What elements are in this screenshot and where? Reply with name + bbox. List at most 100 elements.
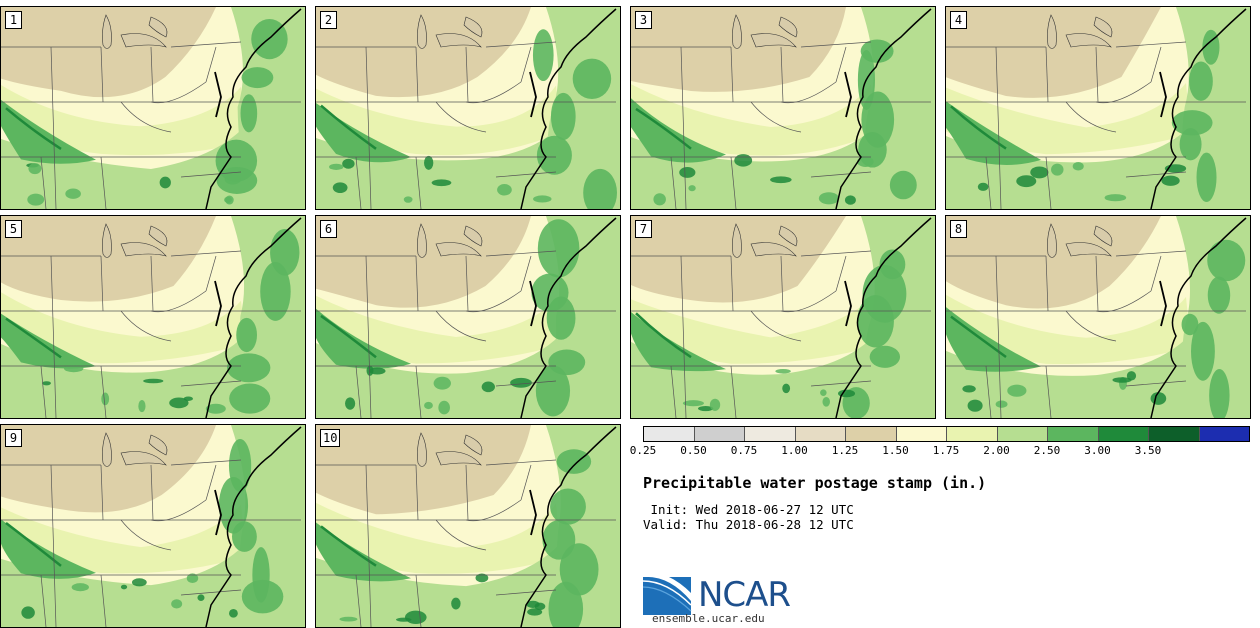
coastline bbox=[835, 8, 932, 209]
state-boundary bbox=[435, 310, 487, 342]
colorbar-swatch bbox=[896, 427, 947, 441]
lake-erie bbox=[750, 33, 797, 48]
chart-title: Precipitable water postage stamp (in.) bbox=[643, 474, 987, 492]
lake-michigan bbox=[417, 14, 427, 49]
colorbar-swatch bbox=[795, 427, 846, 441]
moderate-band bbox=[316, 502, 561, 574]
state-boundary bbox=[670, 156, 677, 209]
very-wet-streak bbox=[5, 317, 62, 359]
colorbar-swatch bbox=[1098, 427, 1149, 441]
colorbar-tick-label: 1.00 bbox=[781, 444, 808, 457]
wet-patch bbox=[510, 377, 532, 388]
wet-patch bbox=[1126, 371, 1137, 381]
state-boundary bbox=[520, 46, 532, 83]
state-boundary bbox=[780, 255, 784, 312]
state-boundary bbox=[415, 156, 422, 209]
state-boundary bbox=[465, 464, 469, 521]
wet-band bbox=[316, 308, 411, 369]
colorbar-swatch bbox=[644, 427, 695, 441]
member-number: 3 bbox=[635, 11, 652, 29]
state-boundary bbox=[150, 81, 207, 104]
state-boundary bbox=[495, 589, 557, 596]
wet-patch bbox=[583, 168, 617, 209]
very-wet-streak bbox=[5, 521, 62, 567]
state-boundary bbox=[780, 46, 784, 103]
very-wet-streak bbox=[320, 314, 377, 359]
state-boundary bbox=[100, 255, 104, 312]
wet-patch bbox=[857, 295, 894, 348]
state-boundary bbox=[1125, 171, 1187, 178]
wet-patch bbox=[236, 317, 258, 353]
wet-patch bbox=[822, 397, 830, 407]
state-boundary bbox=[730, 255, 734, 312]
wet-patch bbox=[734, 154, 753, 167]
colorbar-swatch bbox=[1199, 427, 1249, 441]
state-boundary bbox=[40, 156, 47, 209]
state-boundary bbox=[810, 171, 872, 178]
wet-patch bbox=[532, 29, 554, 82]
state-boundary bbox=[50, 46, 57, 209]
wet-patch bbox=[342, 158, 355, 169]
lake-michigan bbox=[417, 432, 427, 467]
wet-band bbox=[631, 311, 726, 372]
colorbar-tick-label: 0.75 bbox=[730, 444, 758, 457]
state-boundary bbox=[100, 46, 104, 103]
colorbar-tick-label: 0.25 bbox=[629, 444, 657, 457]
wet-patch bbox=[475, 573, 489, 583]
precip-water-map bbox=[1, 7, 305, 209]
wet-patch bbox=[1181, 313, 1199, 336]
chesapeake-bay bbox=[529, 71, 537, 118]
lake-erie bbox=[435, 451, 482, 466]
state-boundary bbox=[355, 365, 362, 418]
wet-patch bbox=[183, 396, 193, 401]
chesapeake-bay bbox=[214, 71, 222, 118]
very-wet-streak bbox=[5, 107, 62, 151]
wet-patch bbox=[1150, 392, 1167, 405]
colorbar bbox=[643, 426, 1250, 442]
lake-michigan bbox=[1047, 14, 1057, 49]
state-boundary bbox=[780, 290, 837, 313]
state-boundary bbox=[435, 519, 487, 551]
state-boundary bbox=[180, 589, 242, 596]
wet-patch bbox=[709, 398, 721, 411]
coastline bbox=[205, 8, 302, 209]
colorbar-tick-label: 3.00 bbox=[1084, 444, 1111, 457]
moist-region bbox=[631, 117, 935, 209]
wet-patch bbox=[962, 385, 976, 393]
state-boundary bbox=[170, 459, 242, 466]
state-boundary bbox=[50, 255, 57, 418]
wet-patch bbox=[533, 195, 552, 203]
wet-band bbox=[316, 103, 411, 163]
wet-patch bbox=[1207, 276, 1231, 314]
state-boundary bbox=[465, 290, 522, 313]
wet-patch bbox=[226, 353, 271, 383]
state-boundary bbox=[150, 255, 154, 312]
lake-huron bbox=[778, 225, 798, 247]
wet-patch bbox=[131, 578, 147, 587]
wet-band bbox=[631, 98, 726, 163]
state-boundary bbox=[1065, 310, 1117, 342]
moderate-band bbox=[946, 83, 1191, 155]
wet-patch bbox=[424, 401, 433, 410]
wet-patch bbox=[197, 594, 205, 601]
state-boundary bbox=[680, 255, 687, 418]
chesapeake-bay bbox=[214, 489, 222, 536]
state-boundary bbox=[365, 46, 372, 209]
lake-erie bbox=[435, 33, 482, 48]
moderate-band bbox=[316, 85, 561, 156]
coastline bbox=[520, 8, 617, 209]
state-boundary bbox=[40, 574, 47, 627]
wet-patch bbox=[65, 188, 81, 199]
precip-water-map bbox=[631, 7, 935, 209]
wet-patch bbox=[1104, 194, 1127, 202]
colorbar-tick-label: 2.50 bbox=[1033, 444, 1061, 457]
state-boundary bbox=[205, 46, 217, 83]
colorbar-tick-label: 1.50 bbox=[882, 444, 909, 457]
state-boundary bbox=[1095, 46, 1099, 103]
wet-patch bbox=[1207, 239, 1246, 282]
state-boundary bbox=[1115, 41, 1187, 48]
wet-patch bbox=[1051, 163, 1064, 176]
lake-huron bbox=[148, 16, 168, 38]
wet-patch bbox=[229, 608, 238, 618]
ensemble-panel-9: 9 bbox=[0, 424, 306, 628]
